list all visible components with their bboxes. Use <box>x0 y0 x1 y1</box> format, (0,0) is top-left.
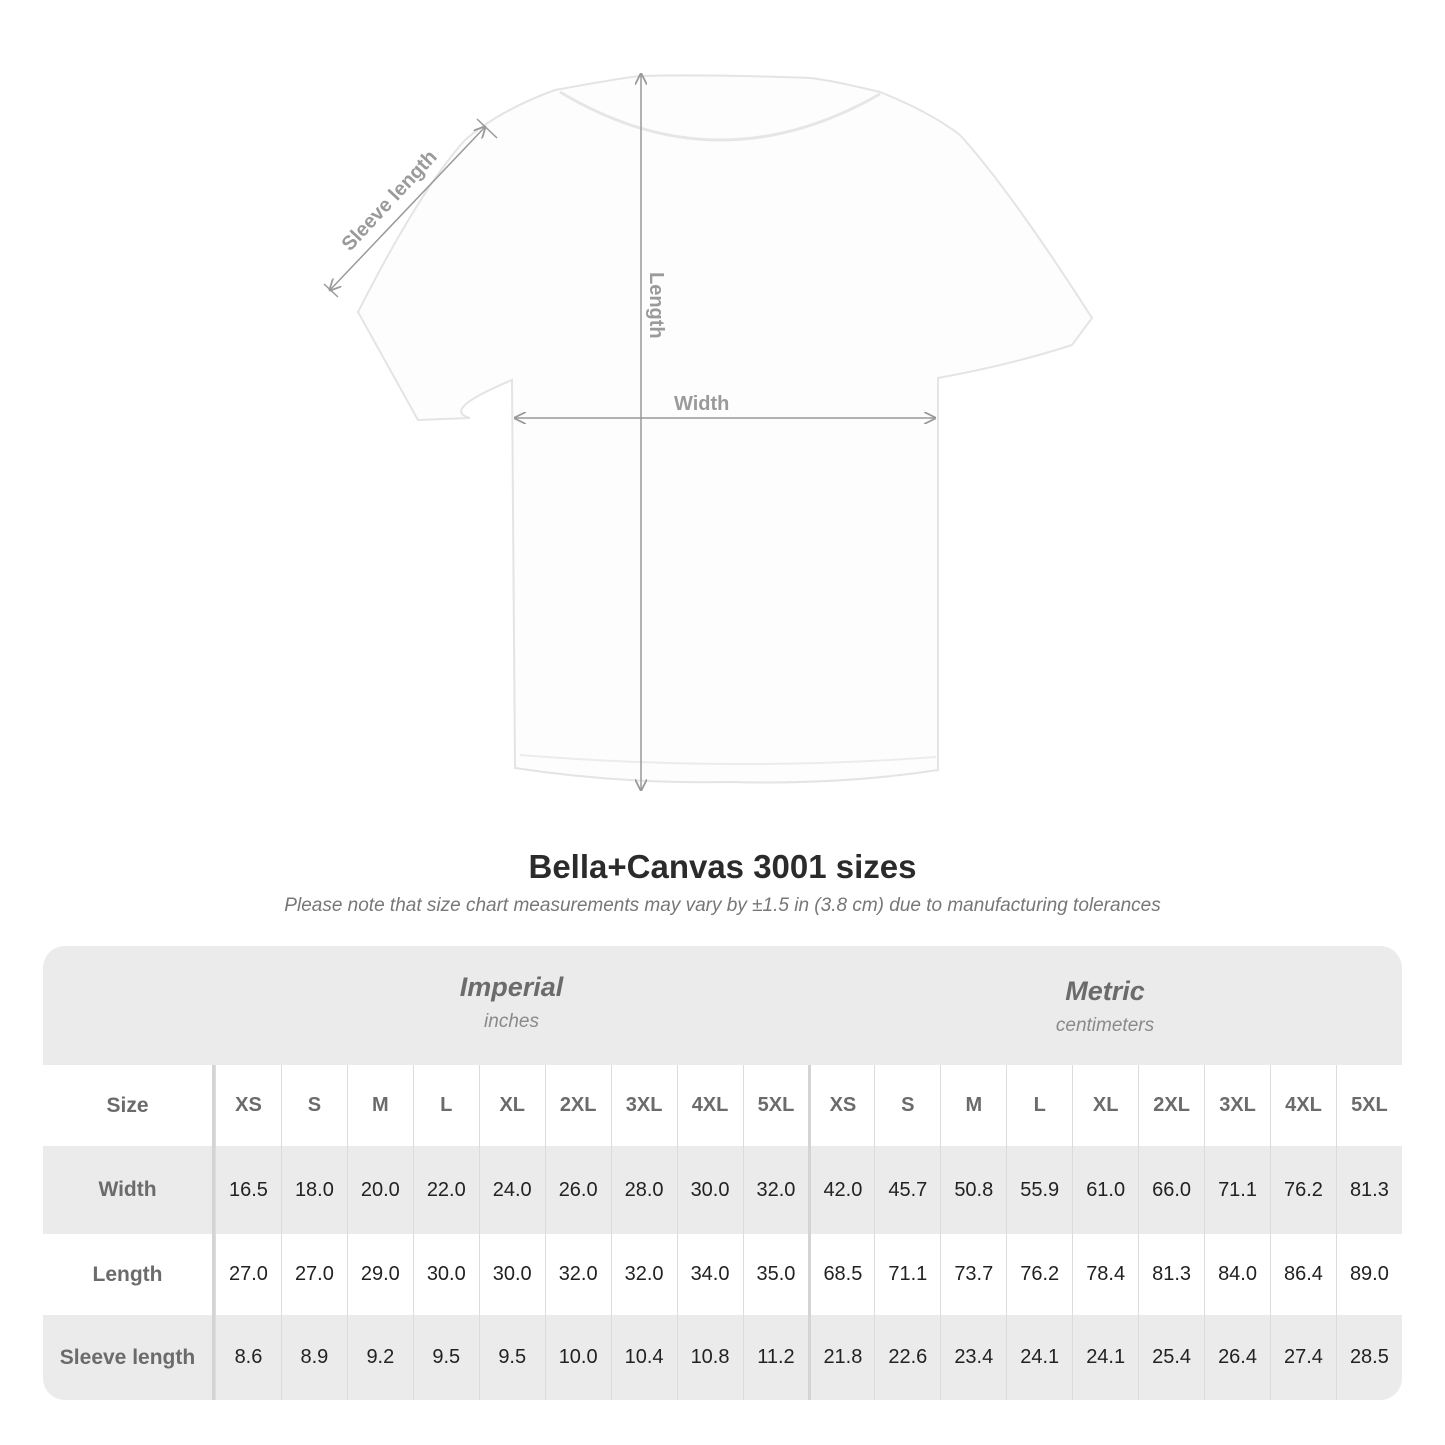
table-cell: 61.0 <box>1072 1146 1138 1234</box>
table-cell: 30.0 <box>412 1234 479 1315</box>
table-cell: 10.0 <box>544 1315 611 1400</box>
size-column-header: 2XL <box>544 1065 611 1146</box>
table-cell: 86.4 <box>1270 1234 1336 1315</box>
width-label: Width <box>674 393 729 415</box>
table-cell: 26.0 <box>544 1146 611 1234</box>
imperial-title: Imperial <box>459 972 564 1002</box>
size-column-header: M <box>346 1065 413 1146</box>
table-cell: 22.6 <box>874 1315 940 1400</box>
row-label: Sleeve length <box>43 1315 215 1400</box>
table-row: Length 27.0 27.0 29.0 30.0 30.0 32.0 32.0 34.0 35… <box>43 1234 1402 1315</box>
table-cell: 10.4 <box>610 1315 677 1400</box>
size-column-header: XL <box>1072 1065 1138 1146</box>
metric-unit: centimeters <box>1055 1015 1155 1036</box>
size-column-header: 5XL <box>1335 1065 1402 1146</box>
table-cell: 32.0 <box>742 1146 809 1234</box>
row-label: Size <box>43 1065 215 1146</box>
table-cell: 76.2 <box>1270 1146 1336 1234</box>
table-cell: 50.8 <box>940 1146 1006 1234</box>
table-cell: 78.4 <box>1072 1234 1138 1315</box>
table-cell: 84.0 <box>1204 1234 1270 1315</box>
table-row: Width 16.5 18.0 20.0 22.0 24.0 26.0 28.0 30.0 32.… <box>43 1146 1402 1234</box>
tshirt-diagram: Sleeve length Length Width <box>323 0 1094 820</box>
table-cell: 24.1 <box>1072 1315 1138 1400</box>
table-cell: 71.1 <box>1204 1146 1270 1234</box>
table-cell: 11.2 <box>742 1315 809 1400</box>
table-cell: 16.5 <box>215 1146 281 1234</box>
size-column-header: M <box>940 1065 1006 1146</box>
table-cell: 35.0 <box>742 1234 809 1315</box>
table-cell: 81.3 <box>1138 1234 1204 1315</box>
size-column-header: 2XL <box>1138 1065 1204 1146</box>
table-cell: 76.2 <box>1006 1234 1072 1315</box>
table-cell: 89.0 <box>1335 1234 1402 1315</box>
table-cell: 34.0 <box>676 1234 743 1315</box>
size-column-header: 4XL <box>1270 1065 1336 1146</box>
table-cell: 9.2 <box>346 1315 413 1400</box>
table-cell: 73.7 <box>940 1234 1006 1315</box>
size-column-header: S <box>874 1065 940 1146</box>
table-cell: 30.0 <box>676 1146 743 1234</box>
size-column-header: XL <box>478 1065 545 1146</box>
size-column-header: S <box>280 1065 347 1146</box>
tolerance-note: Please note that size chart measurements… <box>284 895 1161 916</box>
table-cell: 8.6 <box>215 1315 281 1400</box>
size-column-header: 4XL <box>676 1065 743 1146</box>
table-cell: 68.5 <box>808 1234 874 1315</box>
table-cell: 24.0 <box>478 1146 545 1234</box>
row-label: Length <box>43 1234 215 1315</box>
table-cell: 55.9 <box>1006 1146 1072 1234</box>
size-column-header: 3XL <box>610 1065 677 1146</box>
table-cell: 8.9 <box>280 1315 347 1400</box>
table-cell: 22.0 <box>412 1146 479 1234</box>
imperial-header: Imperial inches <box>215 972 808 1090</box>
table-cell: 28.5 <box>1335 1315 1402 1400</box>
table-cell: 21.8 <box>808 1315 874 1400</box>
size-column-header: 5XL <box>742 1065 809 1146</box>
size-table: Imperial inches Metric centimeters Size X… <box>43 946 1402 1400</box>
table-cell: 32.0 <box>610 1234 677 1315</box>
table-cell: 27.0 <box>215 1234 281 1315</box>
tshirt-shape <box>356 74 1094 784</box>
table-cell: 29.0 <box>346 1234 413 1315</box>
size-column-header: 3XL <box>1204 1065 1270 1146</box>
table-cell: 9.5 <box>478 1315 545 1400</box>
table-cell: 26.4 <box>1204 1315 1270 1400</box>
table-cell: 10.8 <box>676 1315 743 1400</box>
metric-title: Metric <box>1065 976 1145 1006</box>
table-cell: 18.0 <box>280 1146 347 1234</box>
table-cell: 81.3 <box>1335 1146 1402 1234</box>
imperial-unit: inches <box>484 1011 539 1032</box>
table-cell: 32.0 <box>544 1234 611 1315</box>
table-cell: 9.5 <box>412 1315 479 1400</box>
metric-header: Metric centimeters <box>808 976 1402 1094</box>
table-row: Sleeve length 8.6 8.9 9.2 9.5 9.5 10.0 10.4 10.8… <box>43 1315 1402 1400</box>
table-cell: 28.0 <box>610 1146 677 1234</box>
length-label: Length <box>645 272 667 339</box>
table-cell: 27.4 <box>1270 1315 1336 1400</box>
sleeve-dimension-line <box>330 127 485 290</box>
table-cell: 27.0 <box>280 1234 347 1315</box>
size-column-header: L <box>412 1065 479 1146</box>
row-label: Width <box>43 1146 215 1234</box>
table-cell: 30.0 <box>478 1234 545 1315</box>
table-cell: 66.0 <box>1138 1146 1204 1234</box>
chart-title: Bella+Canvas 3001 sizes <box>528 848 917 885</box>
table-cell: 42.0 <box>808 1146 874 1234</box>
table-cell: 25.4 <box>1138 1315 1204 1400</box>
size-column-header: L <box>1006 1065 1072 1146</box>
size-column-header: XS <box>808 1065 874 1146</box>
table-cell: 24.1 <box>1006 1315 1072 1400</box>
size-column-header: XS <box>215 1065 281 1146</box>
table-cell: 71.1 <box>874 1234 940 1315</box>
table-cell: 45.7 <box>874 1146 940 1234</box>
table-cell: 20.0 <box>346 1146 413 1234</box>
table-cell: 23.4 <box>940 1315 1006 1400</box>
size-header-row: Size XS S M L XL 2XL 3XL 4XL 5XL XS S M L XL 2XL 3XL 4XL 5… <box>43 1065 1402 1146</box>
